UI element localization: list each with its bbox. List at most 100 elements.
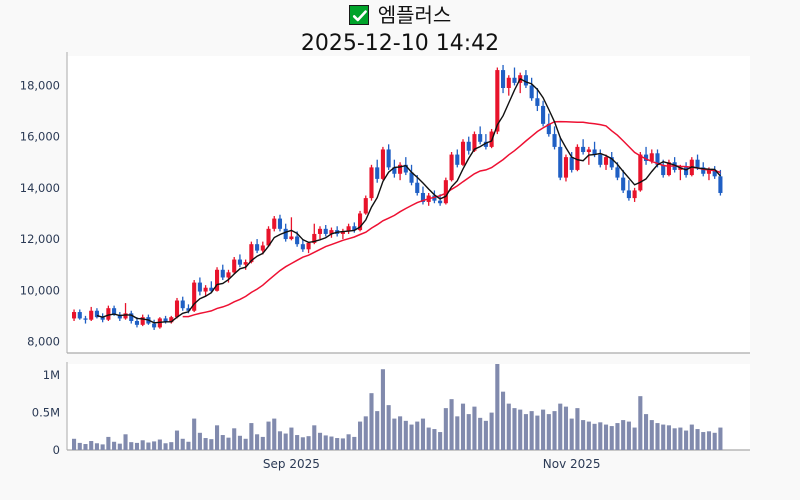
volume-bar [358, 421, 363, 450]
volume-bar [386, 405, 391, 450]
candle-body [626, 190, 631, 199]
volume-bar [449, 399, 454, 450]
price-axis-tick-label: 14,000 [20, 181, 60, 195]
volume-axis-tick-label: 0 [53, 443, 60, 457]
candle-body [644, 154, 649, 161]
volume-bar [277, 431, 283, 450]
volume-bar [506, 403, 511, 450]
volume-bar [106, 436, 111, 450]
candle-body [558, 146, 563, 178]
candle-body [592, 149, 597, 155]
candle-body [661, 164, 666, 176]
candle-body [112, 308, 117, 315]
volume-bar [346, 434, 351, 450]
candle-body [323, 228, 328, 234]
volume-bar [123, 434, 128, 450]
volume-bar [649, 420, 654, 450]
candle-body [174, 300, 180, 318]
candle-body [346, 226, 351, 232]
volume-bar [295, 435, 300, 450]
volume-bar [695, 429, 700, 450]
candle-body [649, 153, 654, 161]
candle-body [655, 153, 660, 165]
x-axis-tick-label: Nov 2025 [543, 457, 601, 471]
candle-body [306, 242, 311, 250]
volume-bar [306, 436, 311, 450]
candle-body [420, 192, 426, 202]
candle-body [375, 167, 380, 179]
candle-body [449, 154, 454, 181]
candle-body [581, 146, 586, 153]
volume-bar [460, 403, 466, 450]
candle-body [352, 226, 357, 231]
volume-bar [552, 411, 557, 450]
candle-body [134, 320, 140, 325]
volume-bar [249, 423, 254, 450]
candle-body [535, 98, 540, 106]
candle-body [277, 218, 283, 229]
volume-bar [335, 438, 340, 450]
volume-bar [134, 442, 140, 450]
candle-body [192, 282, 197, 311]
candle-body [466, 141, 471, 151]
candle-body [94, 310, 99, 318]
candle-body [501, 70, 506, 89]
candle-body [438, 200, 443, 204]
candle-body [495, 70, 500, 132]
volume-bar [152, 441, 157, 450]
candle-body [100, 317, 105, 320]
volume-bar [581, 420, 586, 450]
candle-body [363, 198, 368, 214]
volume-bar [644, 414, 649, 450]
candle-body [712, 169, 717, 177]
candle-body [72, 312, 77, 319]
volume-bar [300, 437, 305, 450]
volume-bar [603, 424, 609, 450]
volume-bar [323, 435, 328, 450]
candle-body [283, 228, 288, 240]
candle-body [529, 85, 534, 99]
volume-bar [483, 420, 488, 450]
volume-bar [352, 436, 357, 450]
candle-body [472, 134, 477, 151]
volume-bar [655, 423, 660, 450]
candle-body [478, 134, 483, 142]
volume-bar [558, 403, 563, 450]
x-axis-tick-label: Sep 2025 [263, 457, 320, 471]
candle-body [272, 218, 277, 229]
volume-bar [586, 421, 591, 450]
volume-bar [369, 393, 374, 450]
candle-body [392, 167, 397, 174]
candle-body [249, 244, 254, 263]
volume-bar [112, 441, 117, 450]
candle-body [186, 308, 191, 311]
candle-body [260, 245, 265, 251]
volume-bar [420, 418, 426, 450]
volume-bar [220, 435, 225, 450]
volume-bar [392, 418, 397, 450]
candle-body [506, 77, 511, 89]
volume-bar [495, 364, 500, 450]
candle-body [369, 167, 374, 199]
candle-body [243, 262, 248, 265]
volume-bar [266, 421, 271, 450]
candle-body [684, 167, 689, 176]
price-plot-background [67, 56, 750, 353]
volume-bar [100, 444, 105, 450]
volume-bar [541, 409, 546, 450]
volume-bar [72, 438, 77, 450]
volume-bar [638, 396, 643, 450]
candle-body [300, 244, 305, 250]
volume-bar [632, 427, 637, 450]
candle-body [329, 230, 334, 234]
volume-bar [140, 440, 145, 450]
candle-body [415, 182, 420, 193]
candle-body [666, 162, 671, 176]
volume-bar [718, 427, 723, 450]
volume-bar [83, 444, 88, 450]
candle-body [432, 195, 437, 201]
volume-bar [363, 416, 368, 450]
candle-body [455, 154, 460, 165]
candle-body [621, 177, 626, 191]
